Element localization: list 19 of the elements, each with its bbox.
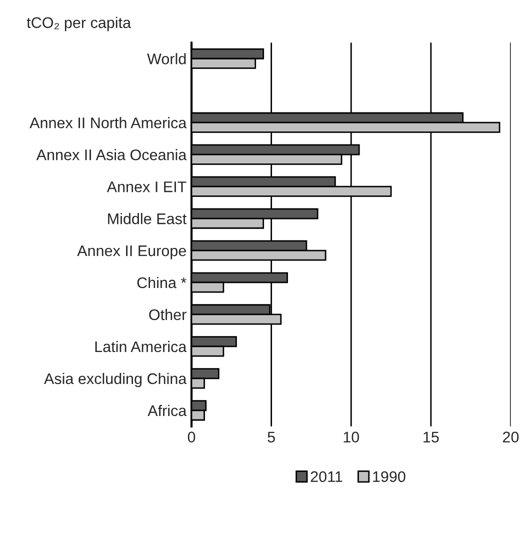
y-tick-label: Annex II North America: [30, 117, 187, 128]
y-tick-label: Middle East: [108, 212, 187, 224]
y-tick-label: World: [147, 53, 186, 64]
y-tick-label: Latin America: [95, 340, 187, 352]
legend-label: 2011: [310, 471, 342, 482]
y-axis-title: tCO₂ per capita: [26, 16, 132, 32]
legend-label: 1990: [373, 471, 406, 482]
x-tick-label: 20: [502, 432, 519, 442]
y-tick-label: China *: [137, 276, 186, 288]
y-tick-label: Annex I EIT: [106, 182, 186, 192]
x-tick-label: 5: [268, 432, 275, 442]
y-tick-label: Annex II Europe: [77, 246, 186, 260]
x-tick-label: 15: [424, 432, 439, 442]
x-tick-label: 0: [188, 432, 196, 442]
y-tick-label: Africa: [148, 404, 187, 416]
x-tick-label: 10: [344, 432, 360, 442]
y-tick-label: Other: [149, 308, 186, 320]
y-tick-label: Asia excluding China: [44, 372, 187, 388]
y-tick-label: Annex II Asia Oceania: [36, 149, 187, 160]
